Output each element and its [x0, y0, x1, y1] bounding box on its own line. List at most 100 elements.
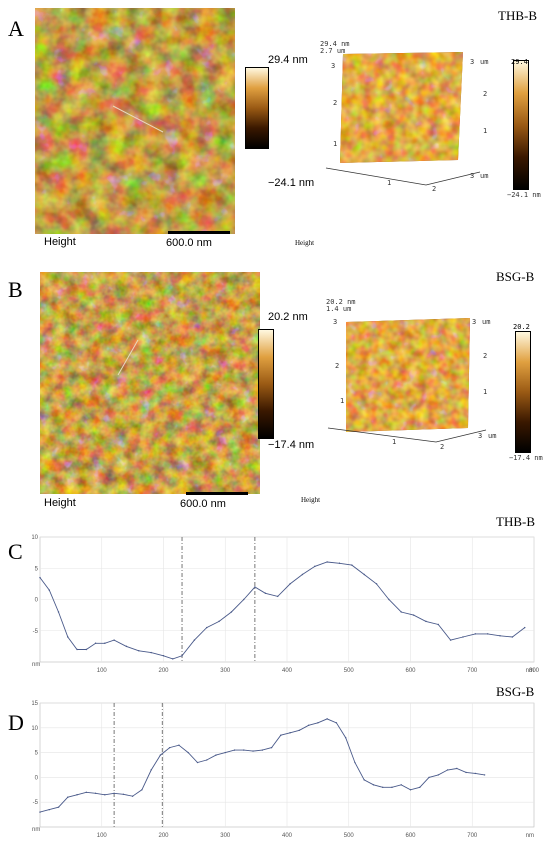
colorbar-a [245, 67, 269, 149]
y-tick-label: -5 [33, 629, 39, 635]
profile-data-point [317, 722, 319, 724]
x-tick-label: 600 [405, 833, 416, 839]
panel-letter-c: C [8, 539, 23, 564]
profile-data-point [125, 645, 128, 648]
colorbar-b [258, 329, 274, 439]
x-tick-label: 100 [97, 668, 108, 674]
profile-data-point [363, 779, 365, 781]
profile-data-point [150, 769, 152, 771]
y-tick-label: 15 [32, 701, 39, 707]
profile-data-point [122, 793, 125, 795]
z-top-a: 29.4 nm [320, 40, 350, 48]
profile-data-point [94, 642, 97, 644]
axis-tick-b-r1: 1 [483, 388, 488, 396]
profile-data-point [94, 792, 97, 794]
y-tick-label: 0 [35, 598, 39, 604]
profile-data-point [196, 761, 199, 764]
profile-data-point [48, 808, 50, 811]
profile-data-point [243, 598, 245, 601]
profile-data-point [48, 589, 50, 591]
profile-data-point [233, 749, 236, 751]
profile-data-point [307, 724, 310, 727]
colorbar-max-a: 29.4 nm [268, 54, 308, 66]
profile-data-point [159, 754, 162, 756]
axis-tick-a-b3: 3 [470, 172, 475, 180]
x-tick-label: 500 [344, 833, 355, 839]
profile-data-point [76, 648, 78, 651]
profile-data-point [465, 771, 467, 774]
axis-unit-a-b: um [480, 172, 489, 180]
profile-data-point [218, 620, 220, 623]
profile-data-point [150, 651, 152, 654]
profile-data-point [301, 573, 304, 576]
height-label-b: Height [44, 497, 76, 509]
axis-tick-a-2: 2 [333, 99, 338, 107]
panel-letter-a: A [8, 16, 24, 41]
profile-data-point [363, 573, 365, 576]
y-tick-label: -5 [33, 800, 39, 806]
profile-data-point [372, 784, 375, 786]
axis-tick-b-3: 3 [333, 318, 338, 326]
x-tick-label: 300 [220, 668, 231, 674]
profile-data-point [335, 722, 338, 724]
colorbar-3d-a [513, 60, 529, 190]
profile-data-point [172, 658, 174, 660]
profile-data-point [375, 583, 378, 585]
profile-data-point [193, 639, 196, 641]
cbar3d-min-b: −17.4 nm [509, 454, 543, 462]
profile-data-point [338, 562, 341, 564]
profile-data-point [400, 611, 402, 613]
profile-data-point [178, 744, 180, 746]
x-unit-label: nm [526, 668, 534, 674]
profile-line-marker-b [117, 339, 139, 376]
profile-data-point [289, 583, 291, 585]
z-mid-a: 2.7 um [320, 47, 346, 55]
y-tick-label: 0 [35, 775, 39, 781]
profile-data-point [483, 774, 486, 776]
profile-data-point [252, 750, 254, 752]
profile-data-point [344, 737, 347, 739]
cbar3d-max-b: 20.2 [513, 323, 530, 331]
profile-data-point [224, 751, 226, 754]
profile-data-point [57, 611, 60, 613]
axis-tick-a-r3: 3 [470, 58, 475, 66]
profile-data-point [425, 620, 427, 623]
x-tick-label: 200 [158, 668, 169, 674]
x-tick-label: 100 [97, 833, 108, 839]
profile-data-point [449, 639, 452, 641]
profile-chart-c: 100 200 300 400 500 600 700 800 10 5 0 -5 nm nm [32, 535, 540, 674]
profile-data-point [351, 564, 353, 566]
axis-unit-b-r: um [482, 318, 491, 326]
scale-label-b: 600.0 nm [180, 498, 226, 510]
profile-data-point [230, 611, 233, 613]
profile-data-point [314, 565, 316, 568]
y-tick-label: 10 [32, 535, 39, 541]
axis-tick-b-r2: 2 [483, 352, 488, 360]
profile-data-point [354, 761, 356, 764]
afm-3d-image-a [318, 40, 498, 190]
y-tick-label: 5 [35, 566, 39, 572]
axis-tick-a-r1: 1 [483, 127, 488, 135]
z-top-b: 20.2 nm [326, 298, 356, 306]
y-tick-label: 10 [32, 726, 39, 732]
profile-data-point [206, 626, 208, 629]
profile-data-point [39, 811, 41, 813]
profile-data-point [39, 576, 41, 579]
profile-data-point [499, 635, 501, 637]
axis-tick-a-1: 1 [333, 140, 338, 148]
axis-tick-a-b2: 2 [432, 185, 437, 193]
scale-bar-a [168, 231, 230, 234]
profile-data-point [76, 794, 78, 796]
sample-label-a: THB-B [498, 8, 537, 23]
axis-tick-b-b3: 3 [478, 432, 483, 440]
profile-data-point [264, 592, 267, 594]
profile-data-point [85, 791, 88, 793]
profile-data-point [400, 784, 402, 786]
profile-data-point [254, 586, 256, 588]
profile-data-point [474, 633, 477, 635]
x-unit-label: nm [526, 833, 534, 839]
axis-tick-b-1: 1 [340, 397, 345, 405]
profile-data-point [181, 655, 183, 657]
cbar3d-max-a: 29.4 [511, 58, 528, 66]
profile-data-point [138, 650, 140, 652]
